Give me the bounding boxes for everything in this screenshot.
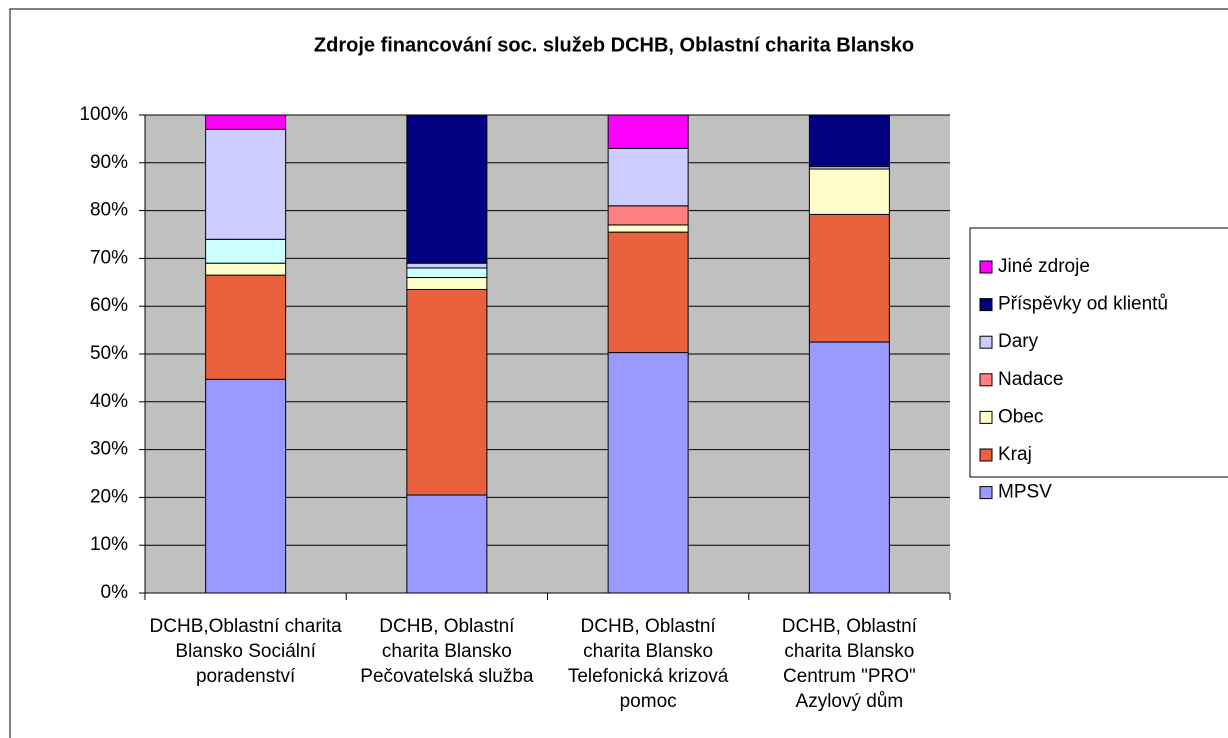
bar-segment — [607, 205, 689, 226]
y-tick-label: 100% — [79, 104, 128, 125]
legend-swatch — [979, 298, 993, 312]
chart-title: Zdroje financování soc. služeb DCHB, Obl… — [314, 34, 914, 56]
bar-segment — [205, 274, 287, 380]
bar-segment — [607, 114, 689, 149]
legend-swatch — [979, 448, 993, 462]
y-tick-label: 0% — [101, 582, 129, 603]
bar-segment — [205, 262, 287, 276]
legend-swatch — [979, 486, 993, 500]
y-tick-label: 40% — [90, 391, 128, 412]
legend-swatch — [979, 373, 993, 387]
y-tick-label: 90% — [90, 152, 128, 173]
y-tick-label: 50% — [90, 343, 128, 364]
y-tick-label: 10% — [90, 534, 128, 555]
legend-swatch — [979, 335, 993, 349]
bar-segment — [607, 231, 689, 354]
bar-segment — [607, 352, 689, 594]
legend-box — [969, 227, 1228, 478]
legend-label: Dary — [998, 331, 1039, 352]
x-tick-label: DCHB,Oblastní charita Blansko Sociální p… — [149, 616, 342, 687]
y-tick-label: 60% — [90, 295, 128, 316]
bar-segment — [607, 224, 689, 233]
bar-segment — [406, 494, 488, 594]
y-tick-label: 30% — [90, 439, 128, 460]
bar-segment — [808, 168, 890, 215]
legend-label: MPSV — [998, 482, 1052, 503]
legend-label: Příspěvky od klientů — [998, 294, 1168, 315]
bar-segment — [205, 378, 287, 594]
x-tick-label: DCHB, Oblastní charita Blansko Pečovatel… — [360, 616, 534, 687]
legend-label: Kraj — [998, 444, 1032, 465]
bar-segment — [406, 288, 488, 496]
legend-swatch — [979, 410, 993, 424]
bar-segment — [808, 114, 890, 168]
bar-segment — [406, 262, 488, 269]
legend-label: Nadace — [998, 369, 1064, 390]
y-tick-label: 20% — [90, 486, 128, 507]
bar-segment — [607, 147, 689, 207]
bar-segment — [808, 341, 890, 594]
x-tick-label: DCHB, Oblastní charita Blansko Centrum "… — [781, 616, 917, 712]
bar-segment — [205, 128, 287, 240]
bar-segment — [406, 267, 488, 279]
bar-segment — [406, 277, 488, 290]
x-tick-label: DCHB, Oblastní charita Blansko Telefonic… — [567, 616, 729, 712]
bar-segment — [205, 114, 287, 130]
bar-segment — [808, 213, 890, 343]
y-tick-label: 80% — [90, 200, 128, 221]
bar-segment — [205, 238, 287, 264]
y-tick-label: 70% — [90, 247, 128, 268]
legend-swatch — [979, 260, 993, 274]
bar-segment — [406, 114, 488, 264]
legend-label: Jiné zdroje — [998, 256, 1090, 277]
legend-label: Obec — [998, 406, 1043, 427]
